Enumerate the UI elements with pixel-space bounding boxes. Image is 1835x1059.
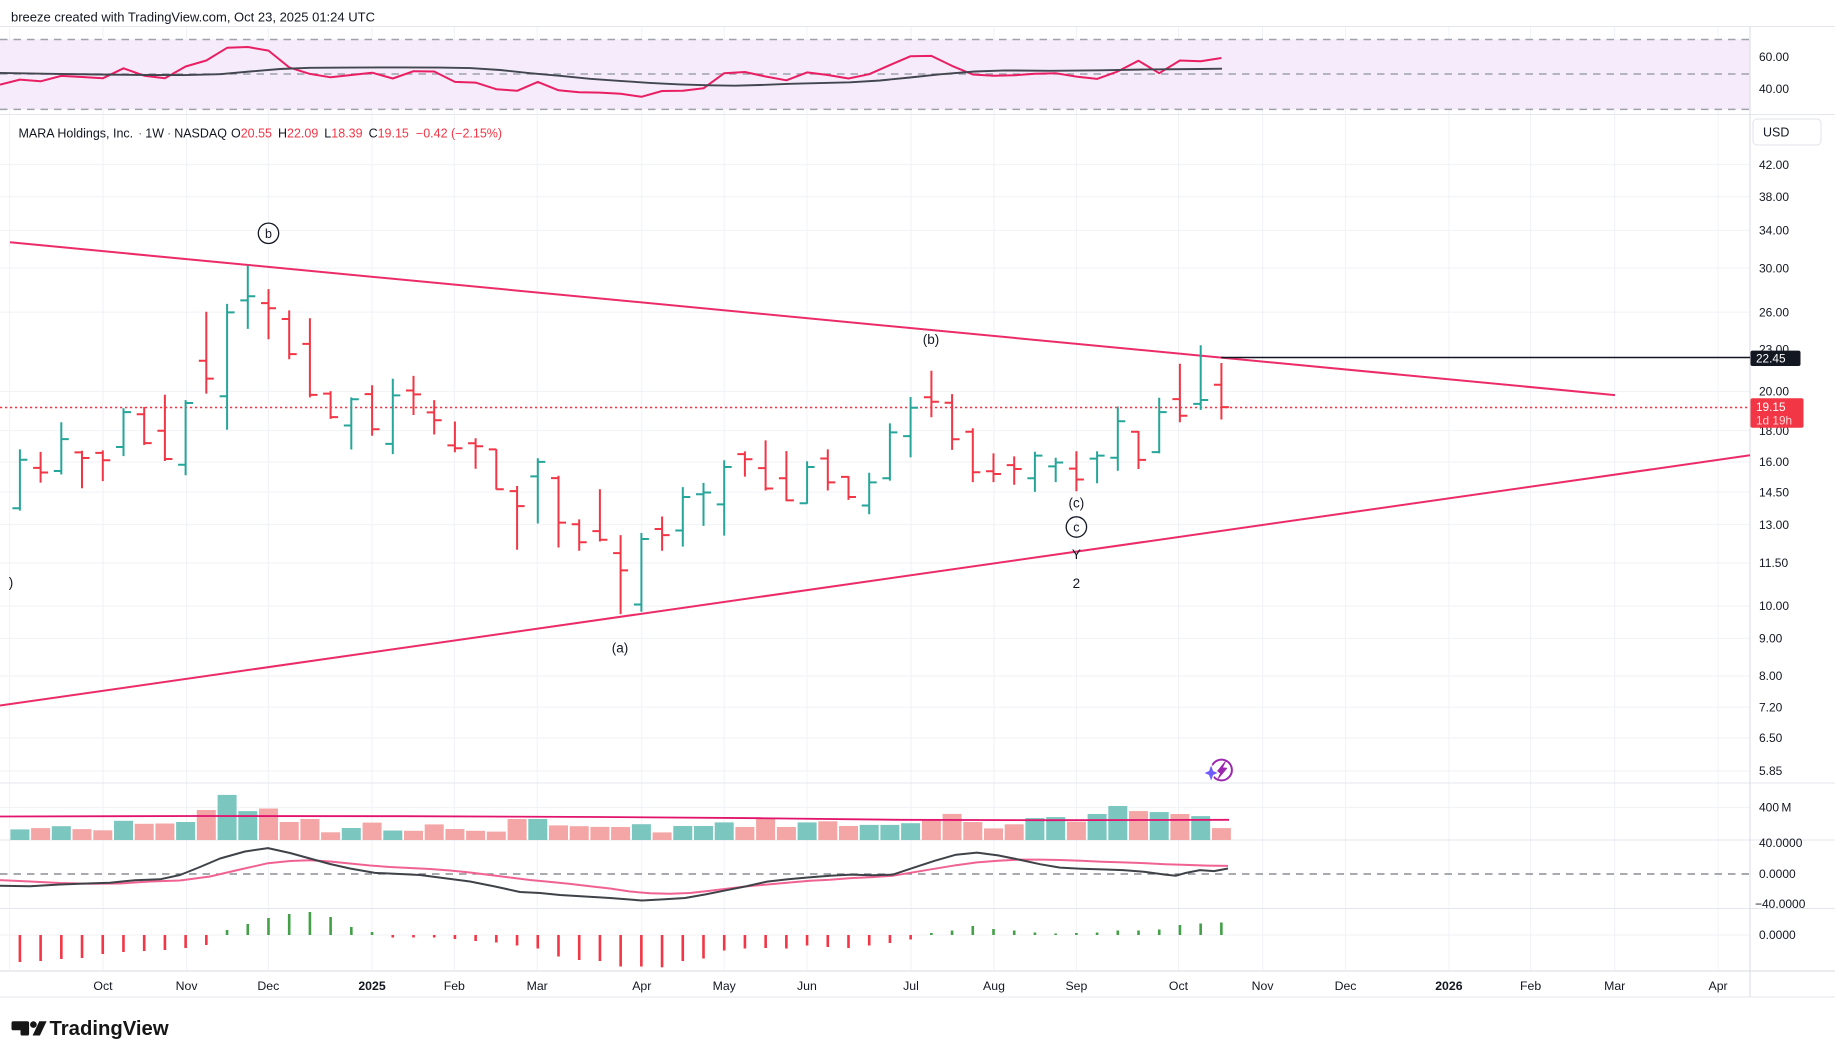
svg-text:−40.0000: −40.0000 — [1755, 897, 1806, 911]
svg-text:): ) — [9, 575, 14, 590]
svg-text:NASDAQ: NASDAQ — [174, 127, 227, 141]
svg-text:H: H — [278, 127, 287, 141]
svg-text:26.00: 26.00 — [1759, 305, 1789, 319]
svg-text:(c): (c) — [1069, 496, 1085, 511]
svg-text:Nov: Nov — [176, 979, 199, 993]
svg-text:11.50: 11.50 — [1759, 556, 1788, 570]
svg-text:0.0000: 0.0000 — [1759, 928, 1796, 942]
svg-text:Sep: Sep — [1065, 979, 1087, 993]
svg-text:1d 19h: 1d 19h — [1756, 414, 1792, 428]
svg-text:2026: 2026 — [1435, 979, 1463, 993]
svg-text:TradingView: TradingView — [50, 1018, 169, 1040]
svg-text:5.85: 5.85 — [1759, 764, 1783, 778]
svg-text:40.00: 40.00 — [1759, 82, 1789, 96]
svg-text:Jun: Jun — [797, 979, 817, 993]
svg-text:−0.42 (−2.15%): −0.42 (−2.15%) — [416, 127, 502, 141]
svg-text:10.00: 10.00 — [1759, 599, 1789, 613]
svg-text:2: 2 — [1073, 576, 1081, 591]
svg-text:C: C — [369, 127, 378, 141]
svg-text:Feb: Feb — [444, 979, 465, 993]
svg-text:19.15: 19.15 — [1756, 400, 1786, 414]
svg-text:Dec: Dec — [1335, 979, 1357, 993]
svg-text:b: b — [265, 227, 272, 241]
svg-text:19.15: 19.15 — [378, 127, 409, 141]
svg-text:40.0000: 40.0000 — [1759, 836, 1803, 850]
svg-text:60.00: 60.00 — [1759, 50, 1789, 64]
svg-text:(b): (b) — [923, 332, 940, 347]
svg-text:22.45: 22.45 — [1756, 352, 1786, 366]
svg-text:Aug: Aug — [983, 979, 1005, 993]
svg-text:400 M: 400 M — [1759, 801, 1791, 815]
svg-text:38.00: 38.00 — [1759, 190, 1789, 204]
svg-text:18.39: 18.39 — [331, 127, 362, 141]
svg-text:42.00: 42.00 — [1759, 158, 1789, 172]
svg-text:May: May — [713, 979, 737, 993]
svg-text:L: L — [324, 127, 331, 141]
svg-text:16.00: 16.00 — [1759, 455, 1789, 469]
svg-text:22.09: 22.09 — [287, 127, 318, 141]
svg-text:6.50: 6.50 — [1759, 731, 1783, 745]
svg-text:Apr: Apr — [632, 979, 651, 993]
svg-text:Y: Y — [1072, 547, 1081, 562]
svg-text:(a): (a) — [612, 641, 629, 656]
svg-text:8.00: 8.00 — [1759, 669, 1783, 683]
svg-text:Dec: Dec — [257, 979, 279, 993]
svg-text:13.00: 13.00 — [1759, 518, 1789, 532]
svg-text:O: O — [231, 127, 241, 141]
svg-text:1W: 1W — [145, 127, 164, 141]
svg-text:34.00: 34.00 — [1759, 224, 1789, 238]
svg-text:Mar: Mar — [1604, 979, 1625, 993]
svg-text:Oct: Oct — [1169, 979, 1189, 993]
svg-text:9.00: 9.00 — [1759, 632, 1783, 646]
svg-text:14.50: 14.50 — [1759, 485, 1789, 499]
svg-text:0.0000: 0.0000 — [1759, 867, 1796, 881]
svg-text:2025: 2025 — [358, 979, 386, 993]
svg-text:MARA Holdings, Inc.: MARA Holdings, Inc. — [19, 127, 134, 141]
svg-text:·: · — [167, 127, 171, 141]
svg-text:Mar: Mar — [527, 979, 548, 993]
svg-text:20.00: 20.00 — [1759, 385, 1789, 399]
svg-text:Jul: Jul — [903, 979, 919, 993]
svg-text:·: · — [138, 127, 142, 141]
svg-text:c: c — [1073, 521, 1079, 535]
svg-text:breeze created with TradingVie: breeze created with TradingView.com, Oct… — [11, 10, 375, 25]
svg-text:USD: USD — [1763, 126, 1789, 140]
svg-text:Nov: Nov — [1252, 979, 1275, 993]
svg-text:Apr: Apr — [1709, 979, 1728, 993]
svg-text:Feb: Feb — [1520, 979, 1541, 993]
svg-text:20.55: 20.55 — [241, 127, 272, 141]
svg-text:Oct: Oct — [93, 979, 113, 993]
svg-text:7.20: 7.20 — [1759, 700, 1783, 714]
svg-text:30.00: 30.00 — [1759, 261, 1789, 275]
